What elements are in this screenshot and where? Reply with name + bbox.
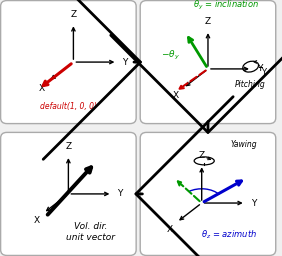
- Text: default(1, 0, 0): default(1, 0, 0): [40, 102, 97, 111]
- Text: X: X: [167, 225, 173, 234]
- Text: X: X: [33, 216, 39, 225]
- FancyBboxPatch shape: [1, 132, 136, 255]
- FancyBboxPatch shape: [140, 1, 276, 124]
- Text: Z: Z: [70, 10, 76, 19]
- Text: Z: Z: [199, 151, 205, 160]
- Text: Vol. dir.
unit vector: Vol. dir. unit vector: [67, 222, 115, 242]
- Text: Y: Y: [117, 189, 123, 198]
- Text: Z: Z: [205, 17, 211, 26]
- Text: Y: Y: [251, 199, 256, 208]
- Text: Y: Y: [122, 58, 128, 67]
- Text: X: X: [173, 91, 179, 100]
- Text: $-\theta_y$: $-\theta_y$: [161, 49, 180, 62]
- FancyBboxPatch shape: [140, 132, 276, 255]
- Text: $\theta_y$ = inclination: $\theta_y$ = inclination: [193, 0, 259, 12]
- Text: Z: Z: [65, 142, 71, 151]
- FancyBboxPatch shape: [1, 1, 136, 124]
- Text: Y: Y: [257, 65, 262, 73]
- Text: Y: Y: [261, 68, 266, 77]
- Text: Yawing: Yawing: [231, 141, 257, 150]
- Text: Pitching: Pitching: [235, 80, 266, 89]
- Text: X: X: [38, 84, 45, 93]
- Text: $\theta_z$ = azimuth: $\theta_z$ = azimuth: [201, 228, 257, 241]
